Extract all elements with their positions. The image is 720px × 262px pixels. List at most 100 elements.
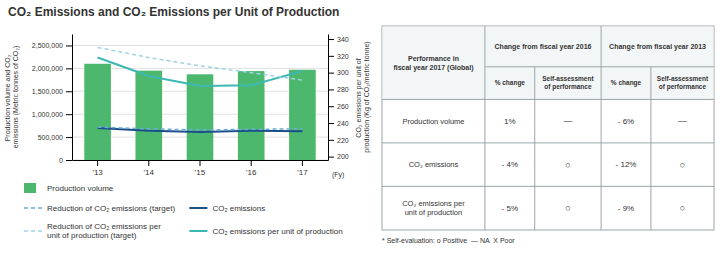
table-cell: - 12% <box>616 160 637 169</box>
bar <box>187 74 214 160</box>
legend-swatch <box>189 230 207 232</box>
table-border <box>382 26 714 230</box>
text-line: Production volume and CO₂ <box>4 53 11 142</box>
text-line: CO₂ emissions per unit of production <box>212 227 342 236</box>
y2-tick: 320 <box>328 53 349 60</box>
y2-tick-mark <box>328 39 334 40</box>
y2-tick-mark <box>328 157 334 158</box>
y2-tick-label: 220 <box>337 137 349 144</box>
y2-tick-label: 300 <box>337 69 349 76</box>
y-tick-mark <box>66 160 72 161</box>
grid <box>72 45 328 160</box>
table-row-label: CO₂ emissions perunit of production <box>402 199 465 217</box>
text-line: ○ <box>680 160 685 170</box>
x-tick-label: '14 <box>144 168 155 177</box>
table-cell: - 6% <box>618 117 634 126</box>
y2-axis: 200220240260280300320340 <box>328 35 349 161</box>
x-tick: '14 <box>144 160 155 177</box>
x-tick-mark <box>97 160 98 166</box>
x-tick-label: '13 <box>92 168 103 177</box>
y-tick: 500,000 <box>38 134 72 141</box>
legend-item: CO₂ emissions per unit of production <box>189 227 342 236</box>
text-line: ○ <box>565 160 570 170</box>
text-line: CO₂ emissions per <box>402 199 465 208</box>
legend-label: Production volume <box>47 184 114 193</box>
table-rule <box>485 66 714 67</box>
text-line: - 4% <box>502 160 518 169</box>
x-tick-label: '17 <box>297 168 308 177</box>
text-line: Production volume <box>47 184 114 193</box>
text-line: Performance in <box>408 55 459 62</box>
y2-tick: 280 <box>328 86 349 93</box>
text-line: 1% <box>504 117 516 126</box>
text-line: Self-assessment <box>657 75 709 82</box>
table-rule <box>382 99 714 100</box>
x-tick-mark <box>251 160 252 166</box>
table: Performance in fiscal year 2017 (Global) C… <box>382 26 714 230</box>
text-line: production (Kg of CO₂/metric tonne) <box>363 41 371 152</box>
text-line: Change from fiscal year 2016 <box>495 43 592 51</box>
legend-label: CO₂ emissions <box>212 204 265 213</box>
legend-swatch <box>189 207 207 209</box>
bar <box>289 70 316 160</box>
table-rule <box>484 26 485 230</box>
table-subheader: % change <box>495 79 526 87</box>
y-tick-label: 2,500,000 <box>32 42 63 49</box>
chart-svg: CO₂ Emissions and CO₂ Emissions per Unit… <box>0 0 720 262</box>
y-tick: 1,000,000 <box>32 111 72 118</box>
table-header-bg <box>383 27 714 99</box>
table-cell: ○ <box>565 203 570 213</box>
legend-swatch <box>24 207 42 209</box>
x-tick-label: '16 <box>246 168 257 177</box>
y2-tick-label: 320 <box>337 53 349 60</box>
table-subheader: % change <box>611 79 642 87</box>
table-header: Change from fiscal year 2016 <box>495 43 592 51</box>
y-tick-mark <box>66 137 72 138</box>
x-tick-mark <box>302 160 303 166</box>
y-axis-line <box>72 35 73 161</box>
grid-line <box>72 45 328 46</box>
table-cell: - 9% <box>618 204 634 213</box>
y2-tick-label: 260 <box>337 103 349 110</box>
y2-tick-mark <box>328 73 334 74</box>
legend-label: Reduction of CO₂ emissions (target) <box>47 204 175 213</box>
text-line: unit of production <box>405 208 463 217</box>
text-line: % change <box>495 79 526 87</box>
text-line: Reduction of CO₂ emissions (target) <box>47 204 175 213</box>
table-header: Change from fiscal year 2013 <box>609 43 706 51</box>
text-line: - 6% <box>618 117 634 126</box>
table-row-label: CO₂ emissions <box>409 160 459 169</box>
y-tick-label: 1,000,000 <box>32 111 63 118</box>
x-tick-mark <box>200 160 201 166</box>
text-line: unit of production (target) <box>47 231 137 240</box>
text-line: % change <box>611 79 642 87</box>
y-tick-label: 1,500,000 <box>32 88 63 95</box>
legend-label: CO₂ emissions per unit of production <box>212 227 342 236</box>
y2-axis-label: CO₂ emissions per unit of production (Kg… <box>355 41 371 152</box>
table-cell: - 5% <box>502 204 518 213</box>
text-line: - 9% <box>618 204 634 213</box>
text-line: of performance <box>544 83 592 91</box>
text-line: CO₂ emissions <box>409 160 459 169</box>
table-rule <box>534 67 535 230</box>
y-tick: 1,500,000 <box>32 88 72 95</box>
y2-tick-label: 240 <box>337 120 349 127</box>
y-tick: 2,500,000 <box>32 42 72 49</box>
y2-tick: 240 <box>328 120 349 127</box>
table-rule <box>382 186 714 187</box>
legend-swatch <box>24 230 42 232</box>
title: CO₂ Emissions and CO₂ Emissions per Unit… <box>8 5 339 19</box>
y-tick-mark <box>66 114 72 115</box>
y-tick-label: 2,000,000 <box>32 65 63 72</box>
text-line: fiscal year 2017 (Global) <box>393 64 473 72</box>
x-tick-label: '15 <box>195 168 206 177</box>
line <box>98 47 303 80</box>
text-line: ○ <box>565 203 570 213</box>
bar <box>84 64 111 160</box>
text-line: — <box>563 116 572 126</box>
table-cell: — <box>678 116 687 126</box>
legend-item: Production volume <box>24 183 114 193</box>
text-line: — <box>678 116 687 126</box>
table-subheader: Self-assessmentof performance <box>657 75 709 91</box>
y2-tick-label: 200 <box>337 153 349 160</box>
